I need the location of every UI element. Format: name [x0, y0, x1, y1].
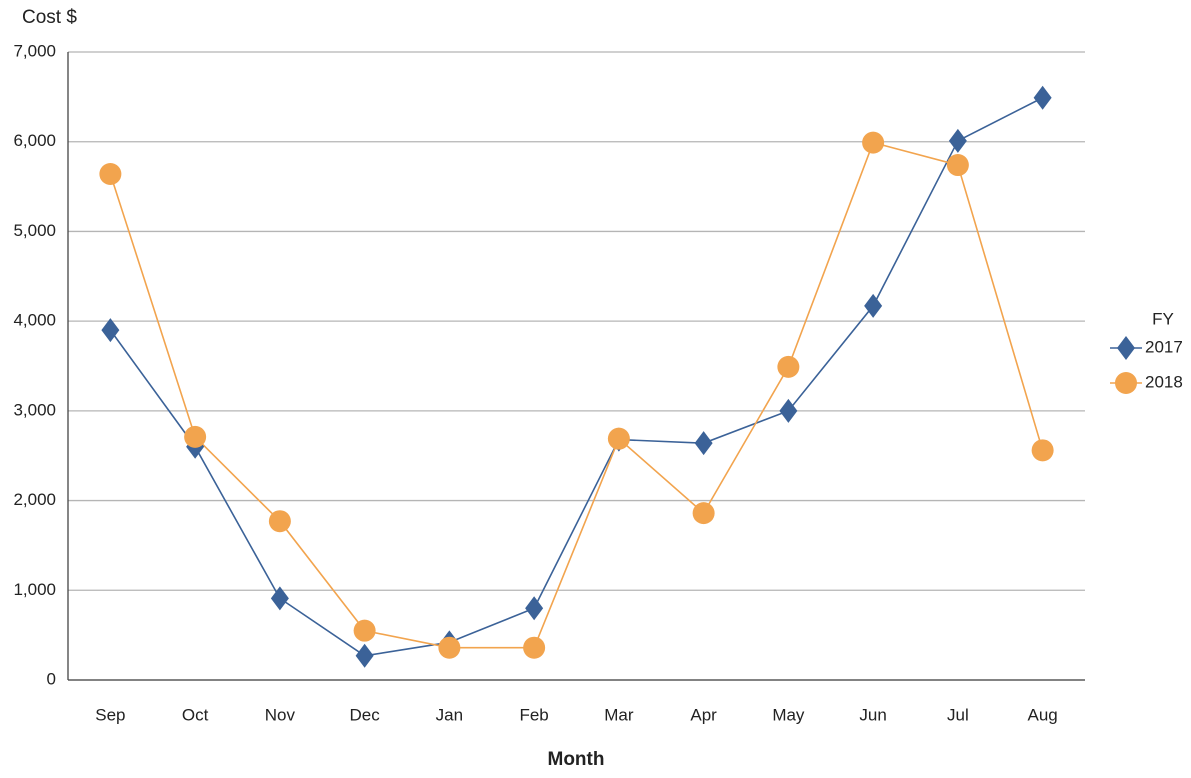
data-point: [184, 425, 207, 448]
x-tick-label: Nov: [265, 705, 296, 724]
x-axis-label: Month: [548, 749, 605, 770]
data-point: [862, 131, 885, 154]
data-point: [523, 636, 546, 659]
x-tick-label: Jun: [859, 705, 886, 724]
data-point: [948, 128, 967, 153]
data-point: [270, 586, 289, 611]
x-tick-label: Dec: [350, 705, 381, 724]
data-point: [268, 510, 291, 533]
legend-marker: [1117, 336, 1135, 360]
data-point: [777, 355, 800, 378]
data-point: [946, 154, 969, 177]
x-tick-label: Mar: [604, 705, 634, 724]
x-tick-label: Feb: [519, 705, 548, 724]
x-tick-label: Sep: [95, 705, 125, 724]
y-tick-label: 5,000: [13, 221, 56, 240]
data-point: [1031, 439, 1054, 462]
y-tick-label: 4,000: [13, 311, 56, 330]
x-tick-label: May: [772, 705, 805, 724]
data-point: [1033, 85, 1052, 110]
y-tick-label: 0: [47, 669, 56, 688]
data-point: [355, 643, 374, 668]
legend-title: FY: [1152, 309, 1174, 328]
x-tick-label: Oct: [182, 705, 209, 724]
x-tick-label: Apr: [690, 705, 717, 724]
data-point: [864, 293, 883, 318]
y-tick-label: 3,000: [13, 400, 56, 419]
legend-marker: [1115, 372, 1137, 394]
data-point: [438, 636, 461, 659]
data-point: [353, 619, 376, 642]
x-tick-label: Aug: [1028, 705, 1058, 724]
data-point: [99, 163, 122, 186]
data-point: [692, 502, 715, 525]
series-line: [109, 141, 1044, 649]
data-point: [525, 596, 544, 621]
data-point: [779, 398, 798, 423]
y-axis-label: Cost $: [22, 7, 77, 28]
data-point: [101, 318, 120, 343]
legend-label: 2017: [1145, 337, 1183, 356]
data-point: [694, 431, 713, 456]
series-line: [109, 97, 1043, 657]
x-tick-label: Jan: [436, 705, 463, 724]
x-tick-label: Jul: [947, 705, 969, 724]
data-point: [607, 427, 630, 450]
y-tick-label: 1,000: [13, 580, 56, 599]
y-tick-label: 6,000: [13, 131, 56, 150]
y-tick-label: 7,000: [13, 41, 56, 60]
y-tick-label: 2,000: [13, 490, 56, 509]
legend-label: 2018: [1145, 372, 1183, 391]
